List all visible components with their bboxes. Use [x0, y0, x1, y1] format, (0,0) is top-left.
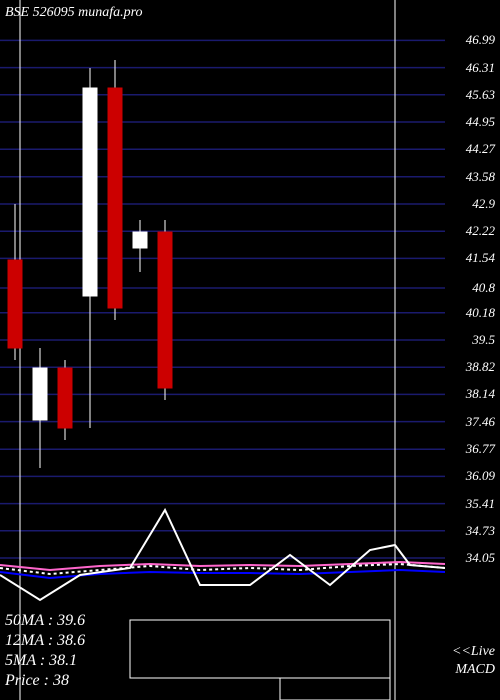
y-tick-label: 41.54: [466, 250, 495, 266]
stock-chart: BSE 526095 munafa.pro 46.99 46.31 45.63 44.…: [0, 0, 500, 700]
y-tick-label: 38.82: [466, 359, 495, 375]
y-tick-label: 44.95: [466, 114, 495, 130]
y-tick-label: 36.09: [466, 468, 495, 484]
macd-label: MACD: [455, 662, 495, 678]
live-label: <<Live: [452, 644, 495, 660]
y-tick-label: 45.63: [466, 87, 495, 103]
y-tick-label: 46.31: [466, 60, 495, 76]
price-info: Price : 38: [5, 672, 69, 690]
y-tick-label: 39.5: [472, 332, 495, 348]
y-tick-label: 40.18: [466, 305, 495, 321]
ma12-info: 12MA : 38.6: [5, 632, 85, 650]
y-tick-label: 34.05: [466, 550, 495, 566]
ma50-info: 50MA : 39.6: [5, 612, 85, 630]
y-tick-label: 43.58: [466, 169, 495, 185]
y-tick-label: 42.22: [466, 223, 495, 239]
y-tick-label: 44.27: [466, 141, 495, 157]
y-tick-label: 35.41: [466, 496, 495, 512]
ma-lines: [0, 0, 445, 700]
y-tick-label: 38.14: [466, 386, 495, 402]
chart-title: BSE 526095 munafa.pro: [5, 5, 143, 21]
y-tick-label: 37.46: [466, 414, 495, 430]
plot-area: [0, 0, 445, 700]
ma5-info: 5MA : 38.1: [5, 652, 77, 670]
y-tick-label: 46.99: [466, 32, 495, 48]
y-tick-label: 34.73: [466, 523, 495, 539]
y-tick-label: 42.9: [472, 196, 495, 212]
y-tick-label: 36.77: [466, 441, 495, 457]
y-tick-label: 40.8: [472, 280, 495, 296]
